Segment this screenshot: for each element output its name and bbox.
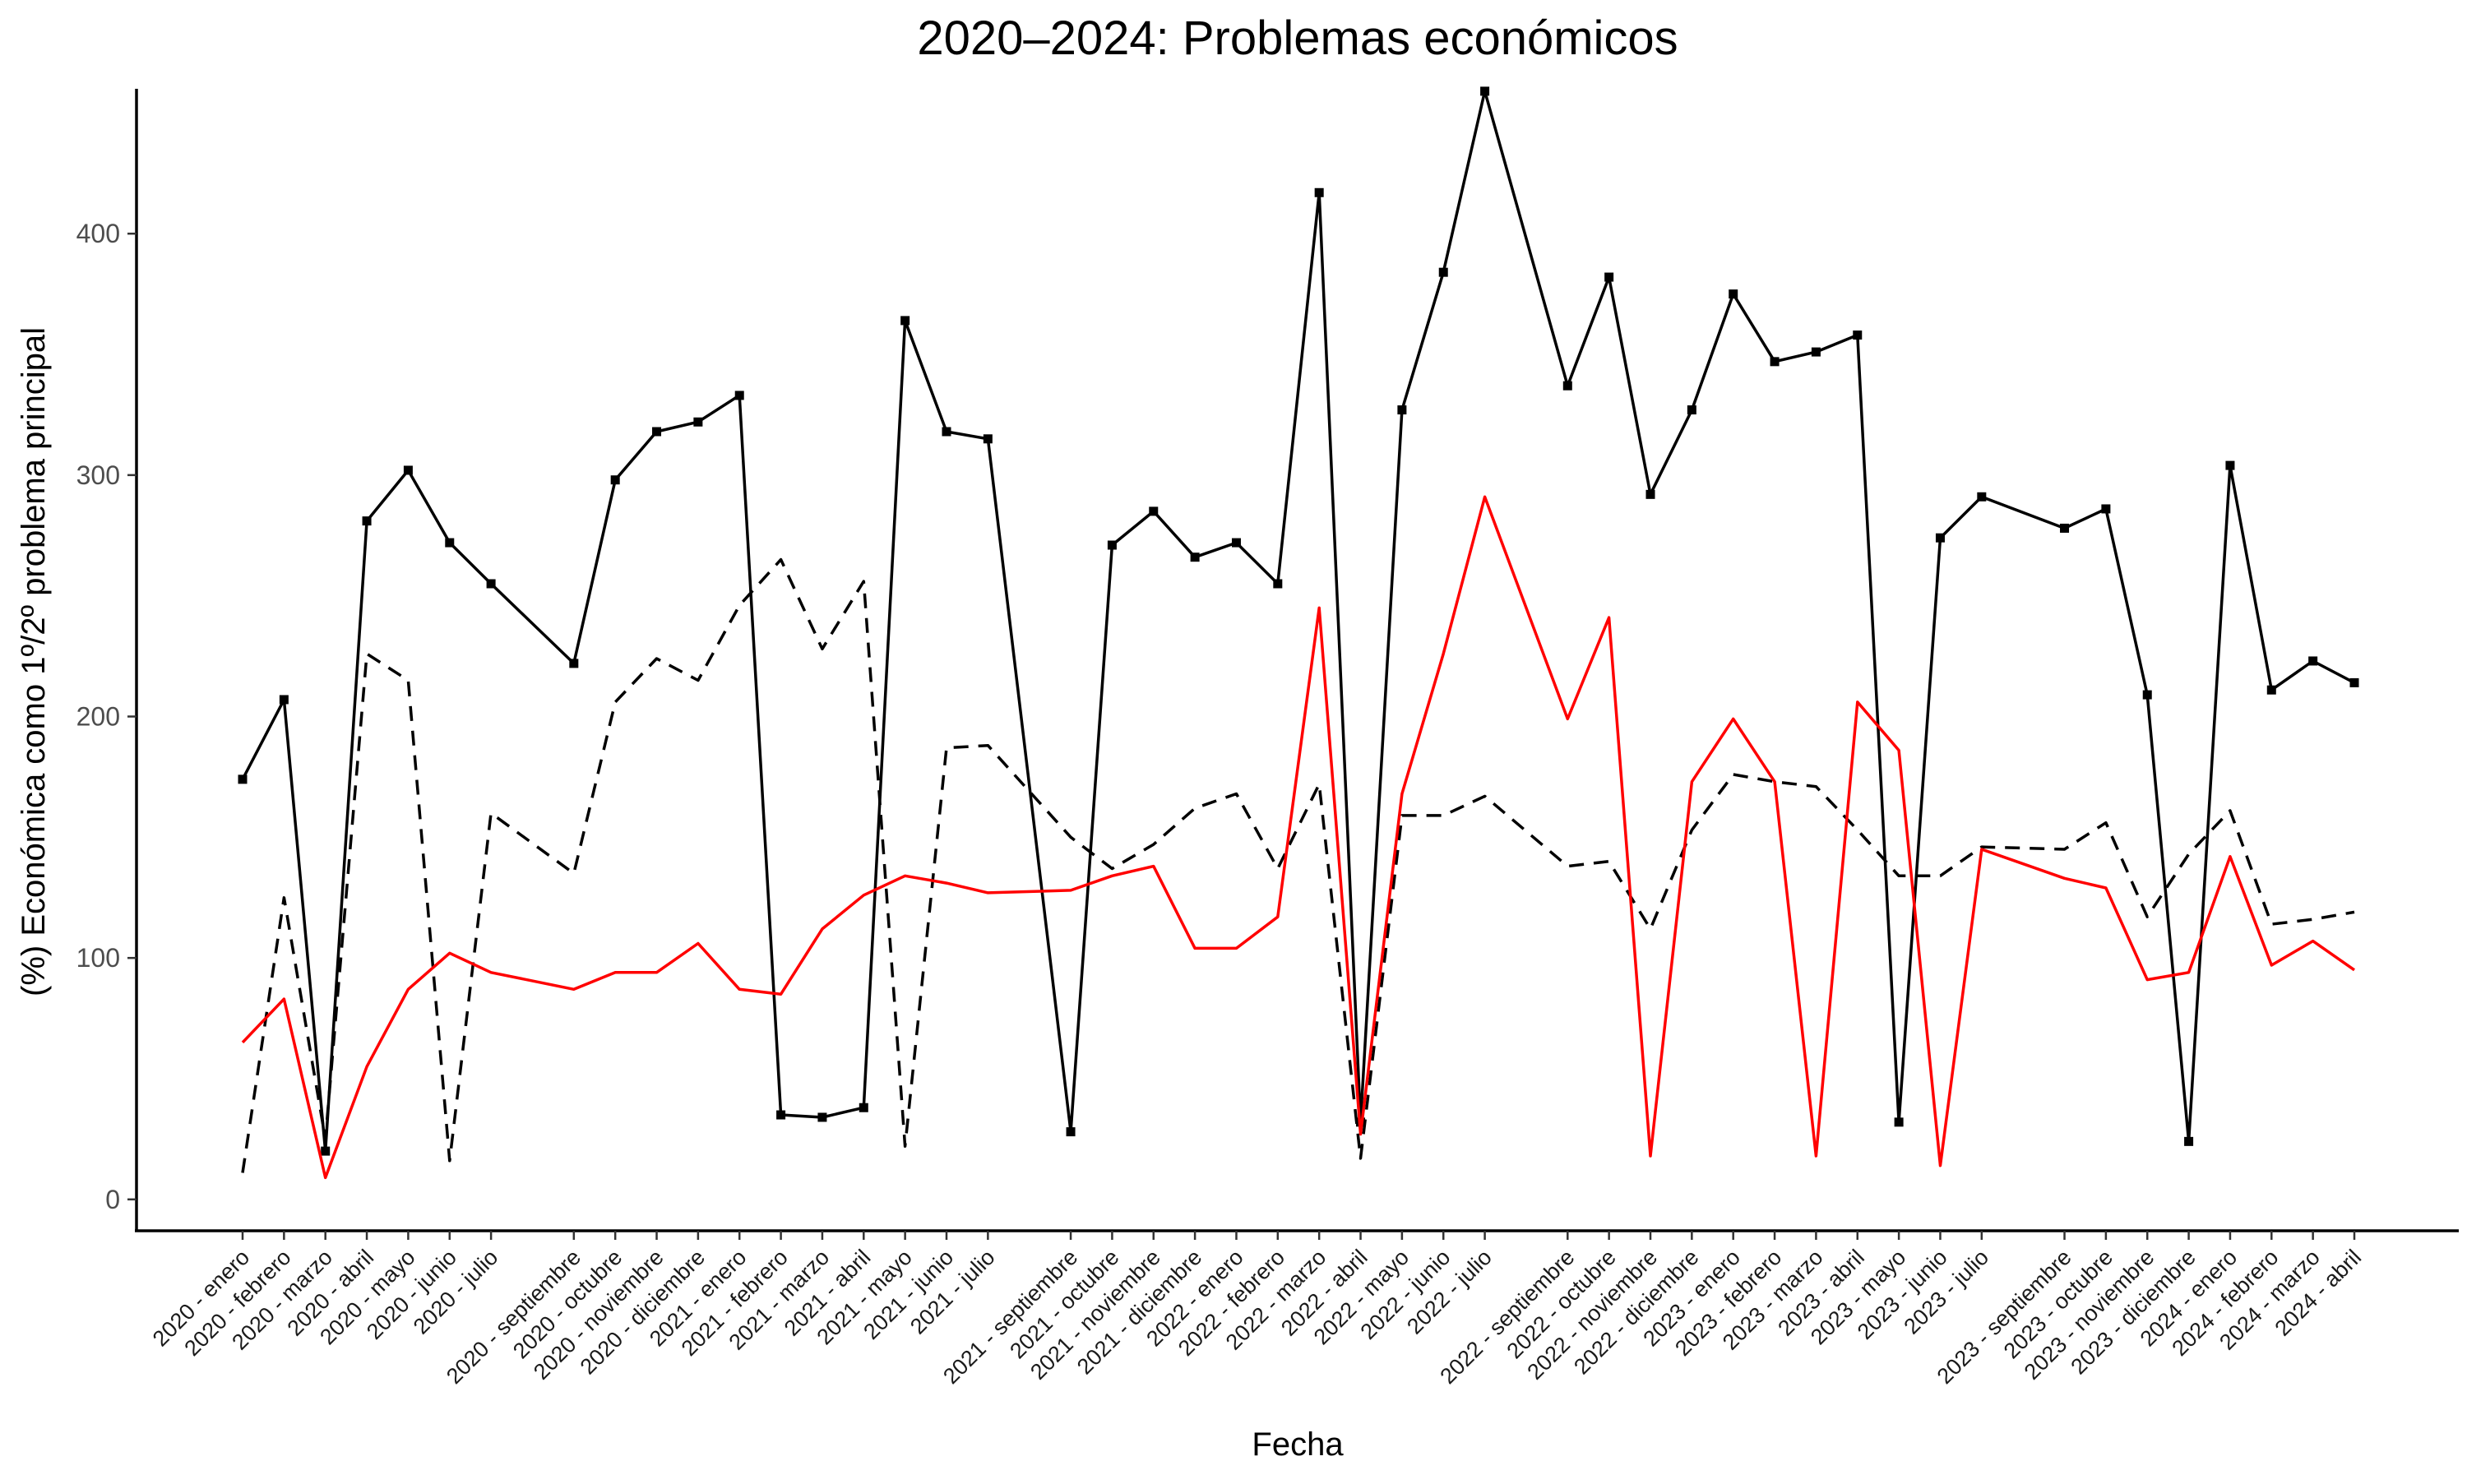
series-point <box>1397 405 1407 415</box>
series-point <box>1645 489 1655 499</box>
series-point <box>1853 331 1863 340</box>
chart-title: 2020–2024: Problemas económicos <box>917 12 1678 65</box>
series-point <box>900 316 910 326</box>
series-point <box>1066 1127 1076 1137</box>
series-point <box>1231 538 1241 548</box>
series-line-1 <box>241 90 2355 1153</box>
series-point <box>610 475 620 485</box>
series-point <box>1314 187 1324 197</box>
series-point <box>734 391 744 400</box>
series-point <box>817 1112 827 1122</box>
series-point <box>652 427 662 437</box>
series-point <box>693 417 703 427</box>
series-point <box>2349 677 2359 687</box>
series-point <box>2101 504 2111 514</box>
series-point <box>1190 552 1200 562</box>
series-point <box>1894 1117 1904 1127</box>
series-point <box>1273 579 1283 589</box>
series-point <box>1770 357 1780 367</box>
series-point <box>445 538 455 548</box>
y-tick-label: 0 <box>105 1185 120 1214</box>
series-point <box>1438 267 1448 277</box>
series-point <box>942 427 951 437</box>
series-point <box>983 434 993 444</box>
series-point <box>279 695 289 705</box>
series-point <box>238 774 248 784</box>
series-point <box>1935 533 1945 543</box>
series-point <box>776 1110 786 1120</box>
series-point <box>1687 405 1696 415</box>
series-point <box>2266 685 2276 695</box>
y-tick-label: 400 <box>76 219 120 248</box>
series-point <box>1562 381 1572 391</box>
y-axis-title: (%) Económica como 1º/2º problema princi… <box>16 327 52 996</box>
series-point <box>2308 656 2318 666</box>
series-point <box>2184 1136 2194 1146</box>
series-layer <box>238 86 2359 1180</box>
y-axis-ticks: 0 100 200 300 400 <box>76 219 137 1214</box>
x-axis-title: Fecha <box>1252 1426 1344 1463</box>
series-point <box>1107 540 1117 550</box>
series-point <box>1811 347 1821 357</box>
series-point <box>1480 86 1490 96</box>
y-tick-label: 200 <box>76 702 120 732</box>
series-point <box>859 1103 868 1112</box>
series-point <box>1149 506 1159 516</box>
y-tick-label: 300 <box>76 460 120 490</box>
series-point <box>2225 460 2235 470</box>
series-point <box>2060 523 2070 533</box>
series-point <box>569 659 579 668</box>
series-line-3 <box>241 495 2356 1180</box>
series-point <box>362 516 372 526</box>
series-point <box>1977 492 1987 502</box>
series-point <box>2142 690 2152 700</box>
series-point <box>403 465 413 475</box>
y-tick-label: 100 <box>76 943 120 973</box>
series-point <box>486 579 496 589</box>
series-line-2 <box>241 557 2355 1173</box>
series-point <box>1729 289 1738 299</box>
series-point <box>1604 272 1614 282</box>
series-point <box>321 1146 331 1156</box>
